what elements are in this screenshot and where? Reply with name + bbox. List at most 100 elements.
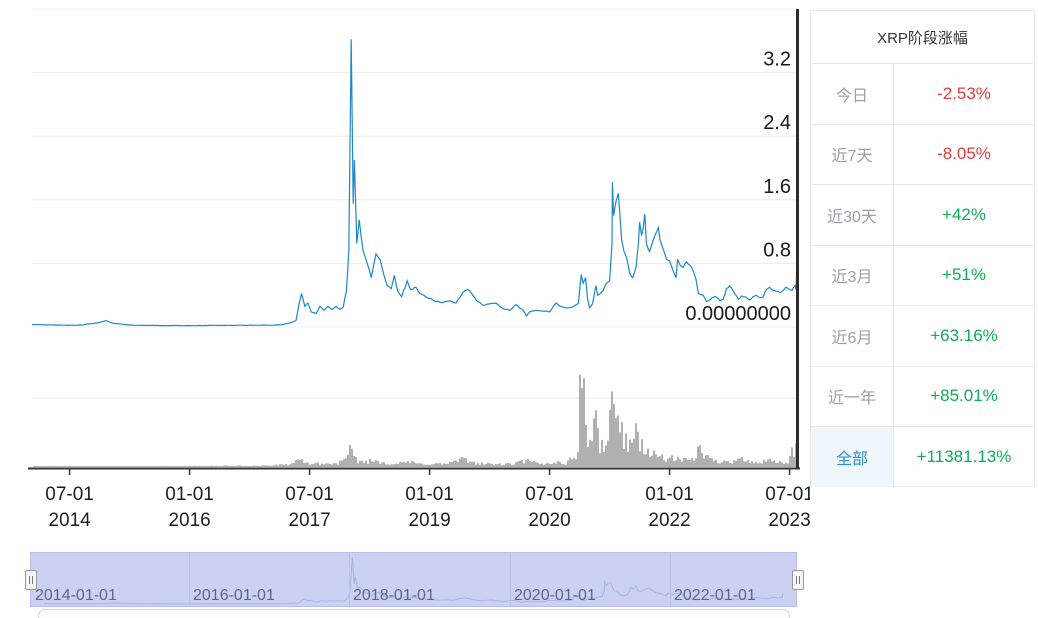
volume-bar bbox=[141, 466, 143, 467]
volume-bar bbox=[107, 466, 109, 467]
volume-bar bbox=[67, 465, 69, 467]
volume-bar bbox=[709, 457, 711, 467]
volume-bar bbox=[493, 465, 495, 467]
volume-bar bbox=[643, 454, 645, 467]
volume-bar bbox=[79, 466, 81, 467]
volume-bar bbox=[161, 466, 163, 467]
volume-bar bbox=[585, 425, 587, 467]
volume-bar bbox=[597, 428, 599, 467]
volume-bar bbox=[195, 465, 197, 467]
volume-bar bbox=[497, 464, 499, 467]
volume-bar bbox=[299, 460, 301, 467]
volume-bar bbox=[125, 466, 127, 467]
volume-bar bbox=[181, 466, 183, 467]
volume-bar bbox=[449, 461, 451, 467]
volume-bar bbox=[703, 458, 705, 467]
volume-bar bbox=[519, 460, 521, 467]
volume-bar bbox=[421, 463, 423, 467]
volume-bar bbox=[283, 464, 285, 467]
volume-bar bbox=[65, 466, 67, 467]
volume-bar bbox=[33, 466, 35, 467]
volume-bar bbox=[319, 465, 321, 467]
volume-bar bbox=[247, 466, 249, 467]
volume-bar bbox=[571, 459, 573, 467]
volume-bar bbox=[593, 418, 595, 467]
volume-bar bbox=[607, 440, 609, 467]
volume-bar bbox=[175, 466, 177, 467]
volume-bar bbox=[41, 466, 43, 467]
volume-bar bbox=[697, 446, 699, 467]
volume-bar bbox=[81, 466, 83, 467]
period-label: 近30天 bbox=[811, 185, 894, 245]
volume-bar bbox=[241, 466, 243, 467]
x-axis-label: 07-01 bbox=[525, 484, 574, 505]
volume-bar bbox=[529, 460, 531, 467]
x-axis-label-year: 2019 bbox=[408, 510, 450, 531]
volume-bar bbox=[315, 462, 317, 467]
volume-bar bbox=[467, 463, 469, 467]
volume-bar bbox=[639, 451, 641, 467]
x-axis-label: 07-01 bbox=[45, 484, 94, 505]
volume-bar bbox=[237, 465, 239, 467]
volume-bar bbox=[163, 465, 165, 467]
volume-bar bbox=[603, 452, 605, 467]
volume-bar bbox=[329, 463, 331, 467]
volume-bar bbox=[665, 461, 667, 467]
y-axis-label: 0.8 bbox=[763, 239, 791, 261]
volume-bar bbox=[711, 458, 713, 467]
volume-bar bbox=[773, 460, 775, 467]
volume-bar bbox=[129, 466, 131, 467]
volume-bar bbox=[377, 460, 379, 467]
volume-bar bbox=[201, 466, 203, 467]
volume-bar bbox=[671, 455, 673, 467]
volume-bar bbox=[353, 455, 355, 467]
volume-bar bbox=[273, 465, 275, 467]
volume-bar bbox=[755, 461, 757, 467]
volume-bar bbox=[525, 459, 527, 467]
volume-bar bbox=[427, 464, 429, 467]
horizontal-scrollbar[interactable] bbox=[38, 609, 790, 618]
volume-bar bbox=[663, 460, 665, 467]
volume-bar bbox=[159, 465, 161, 467]
volume-bar bbox=[465, 458, 467, 467]
volume-bar bbox=[379, 463, 381, 467]
volume-bar bbox=[229, 466, 231, 467]
volume-bar bbox=[305, 462, 307, 467]
volume-bar bbox=[627, 451, 629, 467]
volume-bar bbox=[513, 464, 515, 467]
volume-bar bbox=[745, 461, 747, 467]
volume-bar bbox=[741, 457, 743, 467]
panel-row: 近3月 +51% bbox=[811, 244, 1034, 305]
volume-bar bbox=[569, 457, 571, 467]
volume-bar bbox=[145, 465, 147, 467]
volume-bar bbox=[123, 466, 125, 467]
volume-bar bbox=[767, 459, 769, 467]
price-volume-chart-canvas[interactable]: 3.2 2.4 1.6 0.8 0.00000000 07-01 2014 01-01 2016… bbox=[0, 0, 814, 545]
volume-bar bbox=[173, 466, 175, 467]
scrubber-left-drag-handle-icon[interactable] bbox=[25, 570, 37, 590]
volume-bar bbox=[367, 463, 369, 467]
volume-bar bbox=[193, 465, 195, 467]
volume-bar bbox=[183, 466, 185, 467]
x-axis-label: 07-01 bbox=[285, 484, 334, 505]
volume-bar bbox=[39, 466, 41, 467]
volume-bar bbox=[231, 466, 233, 467]
volume-bar bbox=[413, 461, 415, 467]
volume-bar bbox=[49, 465, 51, 467]
volume-bar bbox=[583, 378, 585, 467]
volume-bar bbox=[647, 448, 649, 467]
volume-bar bbox=[209, 465, 211, 467]
volume-bar bbox=[387, 464, 389, 467]
panel-row: 近6月 +63.16% bbox=[811, 305, 1034, 366]
volume-bar bbox=[103, 466, 105, 467]
volume-bar bbox=[477, 463, 479, 467]
volume-bar bbox=[789, 456, 791, 467]
volume-bar bbox=[403, 462, 405, 467]
volume-bar bbox=[251, 466, 253, 467]
volume-bar bbox=[637, 431, 639, 467]
scrubber-right-drag-handle-icon[interactable] bbox=[792, 570, 804, 590]
timeline-scrubber[interactable]: 2014-01-01 2016-01-01 2018-01-01 2020-01-01… bbox=[25, 552, 804, 607]
volume-bar bbox=[255, 465, 257, 467]
volume-bar bbox=[595, 410, 597, 467]
volume-bar bbox=[507, 462, 509, 467]
